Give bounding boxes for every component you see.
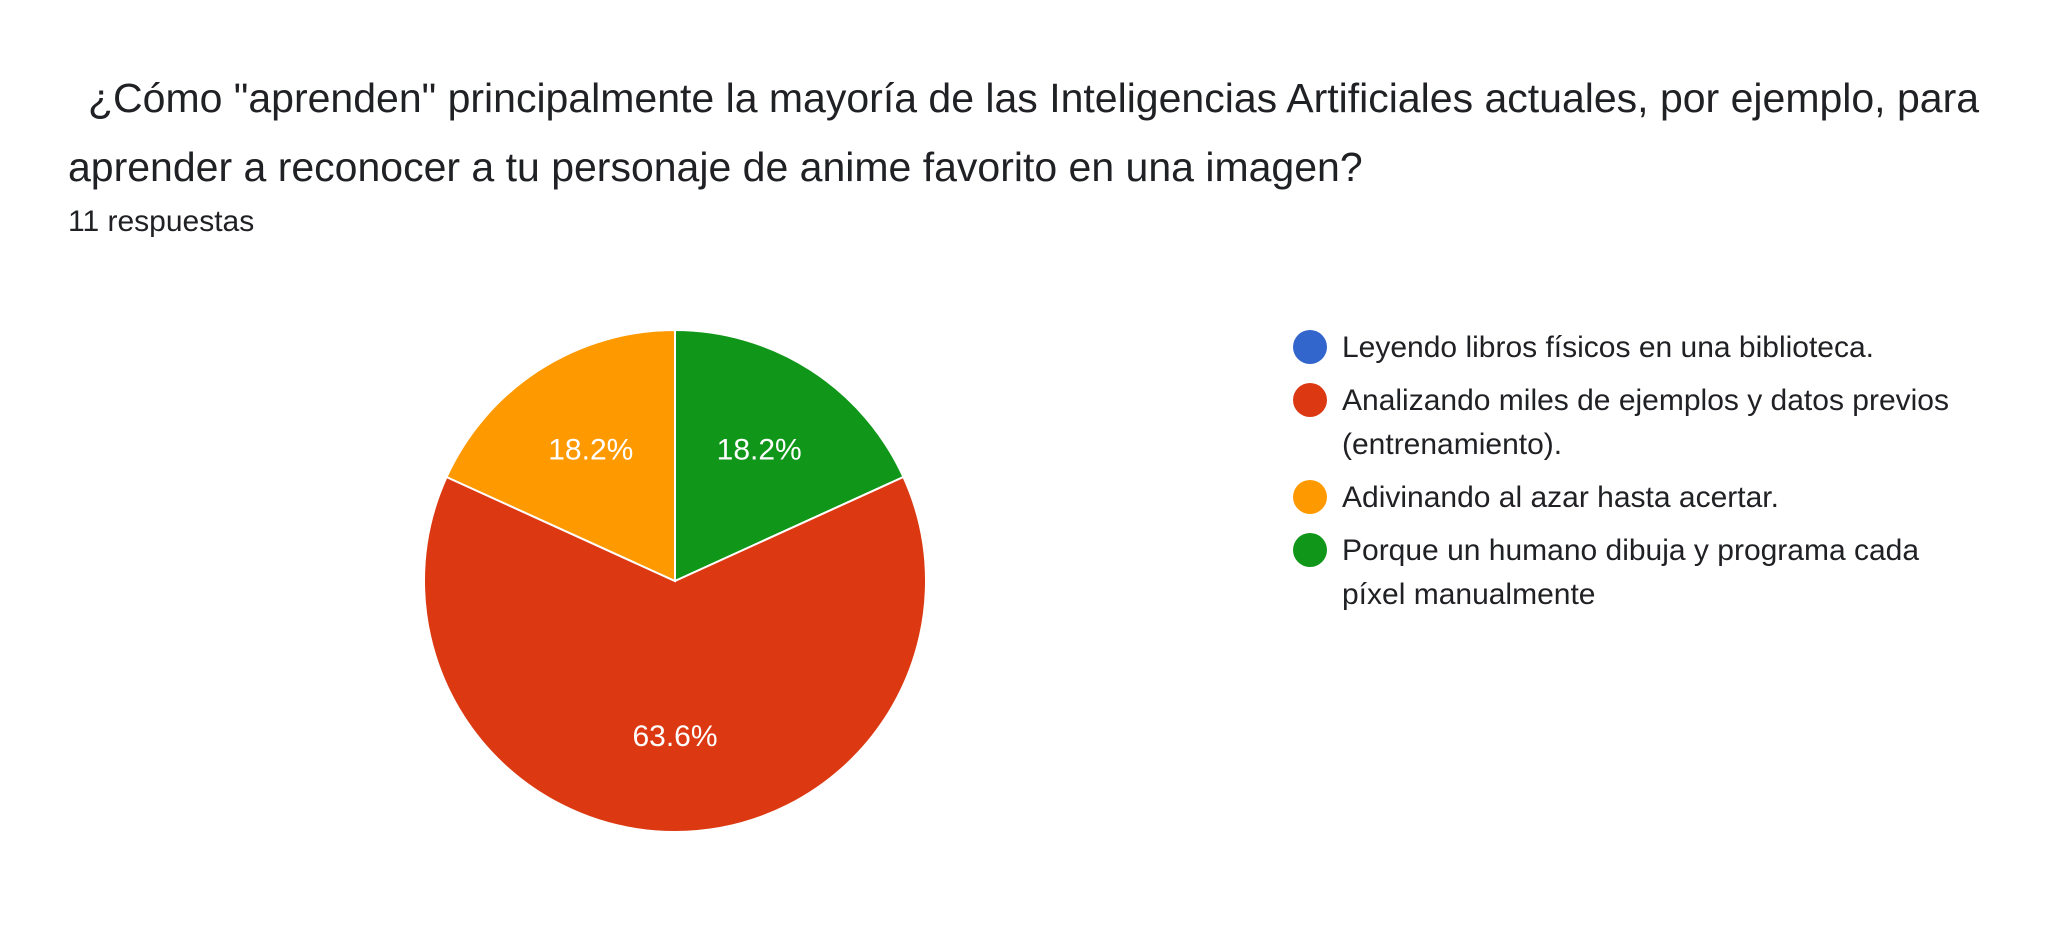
legend-swatch-icon [1293, 330, 1327, 364]
pie-labels: 18.2% 63.6% 18.2% [548, 434, 801, 753]
pie-slices [423, 328, 927, 833]
legend-label: Porque un humano dibuja y programa cada … [1342, 534, 1920, 611]
pie-slice-1 [423, 475, 927, 833]
slice-value-label-2: 18.2% [548, 434, 633, 467]
pie-chart: 18.2% 63.6% 18.2% [423, 328, 927, 833]
legend-label: Analizando miles de ejemplos y datos pre… [1342, 384, 1949, 461]
pie-slice-2 [445, 328, 676, 583]
pie-slice-3 [674, 328, 905, 583]
legend-item: Analizando miles de ejemplos y datos pre… [1293, 379, 1973, 467]
question-title: ¿Cómo "aprenden" principalmente la mayor… [68, 75, 1980, 190]
legend-item: Porque un humano dibuja y programa cada … [1293, 529, 1973, 617]
chart-legend: Leyendo libros físicos en una biblioteca… [1293, 326, 1973, 626]
response-count: 11 respuestas [68, 205, 255, 238]
legend-swatch-icon [1293, 480, 1327, 514]
slice-value-label-1: 63.6% [632, 720, 717, 753]
legend-label: Leyendo libros físicos en una biblioteca… [1342, 331, 1875, 364]
legend-label: Adivinando al azar hasta acertar. [1342, 481, 1779, 514]
legend-swatch-icon [1293, 533, 1327, 567]
slice-value-label-3: 18.2% [717, 434, 802, 467]
legend-item: Adivinando al azar hasta acertar. [1293, 476, 1973, 520]
legend-swatch-icon [1293, 383, 1327, 417]
legend-item: Leyendo libros físicos en una biblioteca… [1293, 326, 1973, 370]
